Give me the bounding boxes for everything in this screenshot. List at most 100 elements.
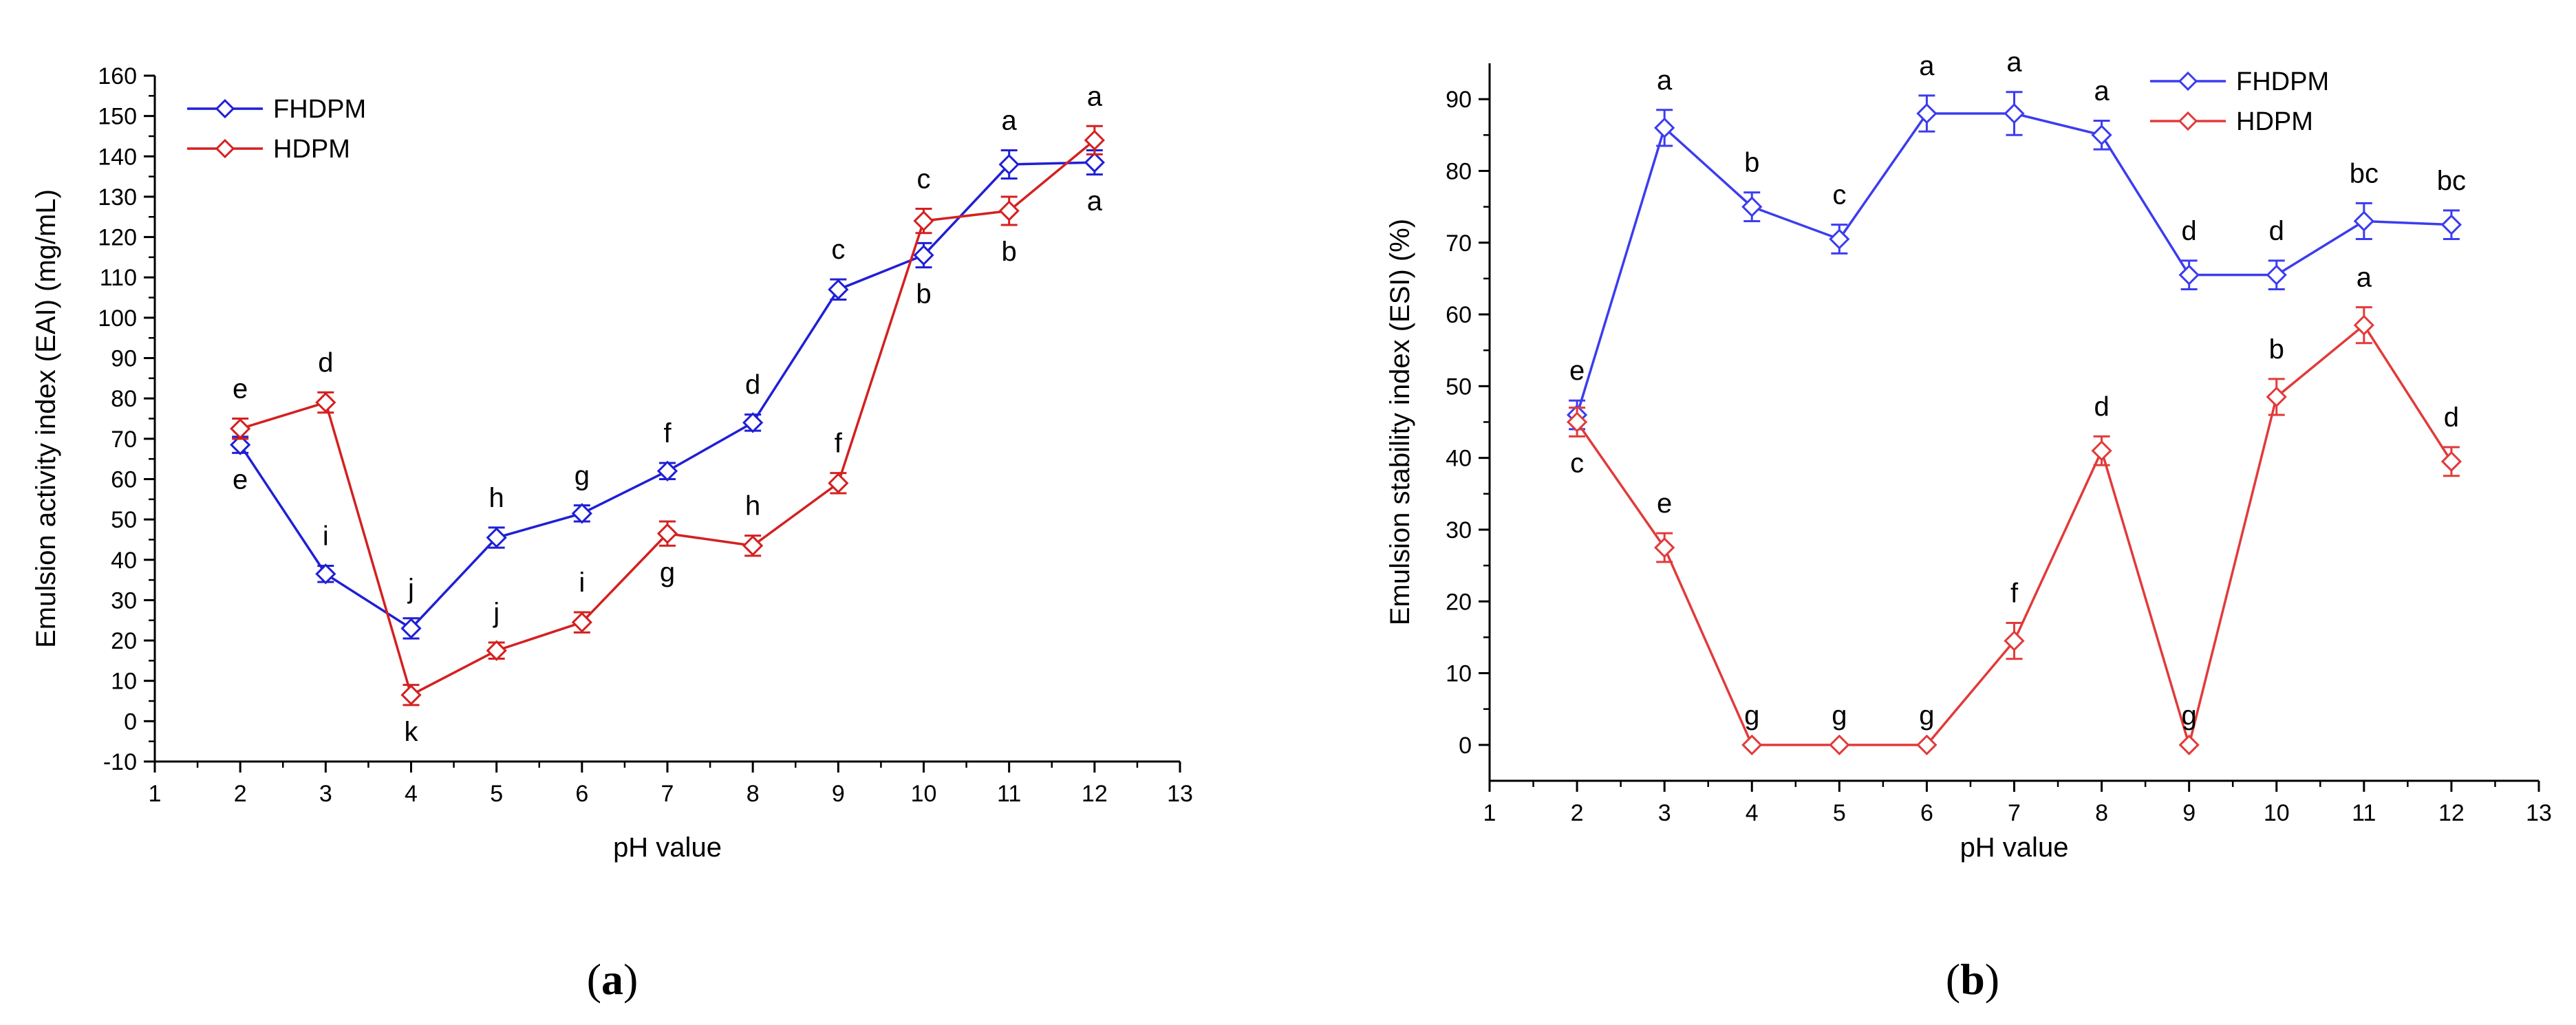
- data-point: [571, 612, 592, 633]
- data-point: [2178, 264, 2200, 285]
- y-tick-label: 60: [1446, 302, 1472, 328]
- x-tick-label: 2: [1571, 800, 1584, 826]
- significance-label: a: [1919, 51, 1935, 81]
- data-point: [913, 211, 934, 232]
- significance-label: h: [745, 491, 760, 521]
- y-tick-label: 70: [111, 427, 137, 453]
- y-tick-label: 90: [1446, 87, 1472, 113]
- significance-label: g: [2182, 700, 2197, 731]
- y-tick-label: 110: [100, 265, 137, 291]
- data-point: [230, 434, 251, 455]
- significance-label: c: [831, 235, 845, 265]
- x-tick-label: 12: [2438, 800, 2465, 826]
- x-tick-label: 6: [1920, 800, 1933, 826]
- significance-label: a: [1087, 186, 1103, 217]
- data-point: [400, 618, 422, 639]
- y-axis-title: Emulsion stability index (ESI) (%): [1385, 219, 1415, 625]
- x-tick-label: 10: [2264, 800, 2290, 826]
- series-hdpm: c e g g g f d g b a d HDPM: [1566, 107, 2462, 755]
- significance-label: g: [1744, 700, 1759, 731]
- panel-b-caption: (b): [1946, 955, 1999, 1004]
- legend-marker: [215, 138, 235, 159]
- panel-a-chart: 1 2 3 4 5 6 7 8 9 10 11 12 13-1001020304050607080901…: [31, 63, 1193, 863]
- x-tick-label: 4: [1746, 800, 1759, 826]
- legend-label: FHDPM: [2236, 67, 2329, 96]
- panel-a-caption: (a): [587, 955, 638, 1004]
- x-tick-label: 8: [2095, 800, 2108, 826]
- y-tick-label: 140: [98, 144, 137, 170]
- significance-label: a: [2094, 76, 2110, 106]
- significance-label: e: [1657, 488, 1672, 519]
- significance-label: f: [2010, 579, 2019, 609]
- data-point: [2178, 734, 2200, 755]
- x-tick-label: 7: [2008, 800, 2021, 826]
- y-tick-label: 30: [111, 587, 137, 614]
- data-point: [742, 412, 764, 433]
- x-tick-label: 11: [997, 781, 1021, 807]
- data-point: [1084, 129, 1105, 151]
- x-tick-label: 12: [1082, 781, 1108, 807]
- x-tick-label: 13: [1167, 781, 1193, 807]
- significance-label: c: [917, 164, 931, 195]
- y-tick-label: 80: [111, 386, 137, 412]
- legend-marker: [2178, 71, 2198, 91]
- significance-label: j: [407, 574, 414, 604]
- significance-label: k: [405, 717, 419, 747]
- data-point: [2353, 211, 2374, 232]
- significance-label: d: [745, 370, 760, 400]
- significance-label: f: [663, 418, 672, 449]
- data-point: [315, 391, 336, 413]
- significance-label: a: [1002, 105, 1018, 136]
- legend-marker: [215, 98, 235, 119]
- significance-label: i: [579, 568, 585, 598]
- data-point: [1654, 537, 1675, 559]
- y-tick-label: 130: [98, 184, 137, 211]
- data-point: [315, 563, 336, 585]
- significance-label: bc: [2350, 158, 2379, 188]
- significance-label: d: [2182, 216, 2197, 246]
- significance-label: a: [2357, 263, 2372, 293]
- data-point: [486, 640, 507, 661]
- legend-label: HDPM: [2236, 107, 2313, 136]
- y-tick-label: 80: [1446, 158, 1472, 184]
- x-tick-label: 5: [1833, 800, 1846, 826]
- y-tick-label: 150: [98, 104, 137, 130]
- data-point: [656, 523, 678, 544]
- x-tick-label: 3: [1658, 800, 1671, 826]
- data-point: [1566, 411, 1588, 433]
- series-fhdpm: e i j h g f d c b a a FHDPM: [187, 95, 1105, 640]
- legend-marker: [2178, 111, 2198, 131]
- y-tick-label: 20: [111, 628, 137, 654]
- significance-label: g: [660, 557, 675, 587]
- x-tick-label: 6: [575, 781, 588, 807]
- legend-label: HDPM: [273, 135, 350, 164]
- y-tick-label: 120: [98, 225, 137, 251]
- data-point: [2266, 264, 2287, 285]
- x-tick-label: 7: [661, 781, 674, 807]
- x-tick-label: 9: [2182, 800, 2196, 826]
- data-point: [1916, 102, 1938, 125]
- x-tick-label: 13: [2526, 800, 2552, 826]
- data-point: [913, 244, 934, 266]
- series-line: [1576, 323, 2453, 750]
- data-point: [828, 279, 849, 300]
- y-tick-label: 30: [1446, 517, 1472, 543]
- y-tick-label: 50: [111, 507, 137, 533]
- data-point: [742, 535, 764, 557]
- y-tick-label: 10: [111, 669, 137, 695]
- significance-label: b: [1002, 237, 1017, 267]
- significance-label: b: [2269, 334, 2284, 365]
- significance-label: d: [318, 347, 333, 378]
- data-point: [2266, 386, 2287, 408]
- y-tick-label: 50: [1446, 374, 1472, 400]
- y-tick-label: 20: [1446, 589, 1472, 615]
- x-tick-label: 4: [405, 781, 418, 807]
- y-tick-label: 60: [111, 466, 137, 493]
- significance-label: i: [323, 521, 329, 552]
- data-point: [1829, 228, 1850, 250]
- data-point: [1741, 196, 1763, 217]
- significance-label: f: [835, 429, 843, 459]
- x-tick-label: 9: [832, 781, 845, 807]
- data-point: [656, 460, 678, 482]
